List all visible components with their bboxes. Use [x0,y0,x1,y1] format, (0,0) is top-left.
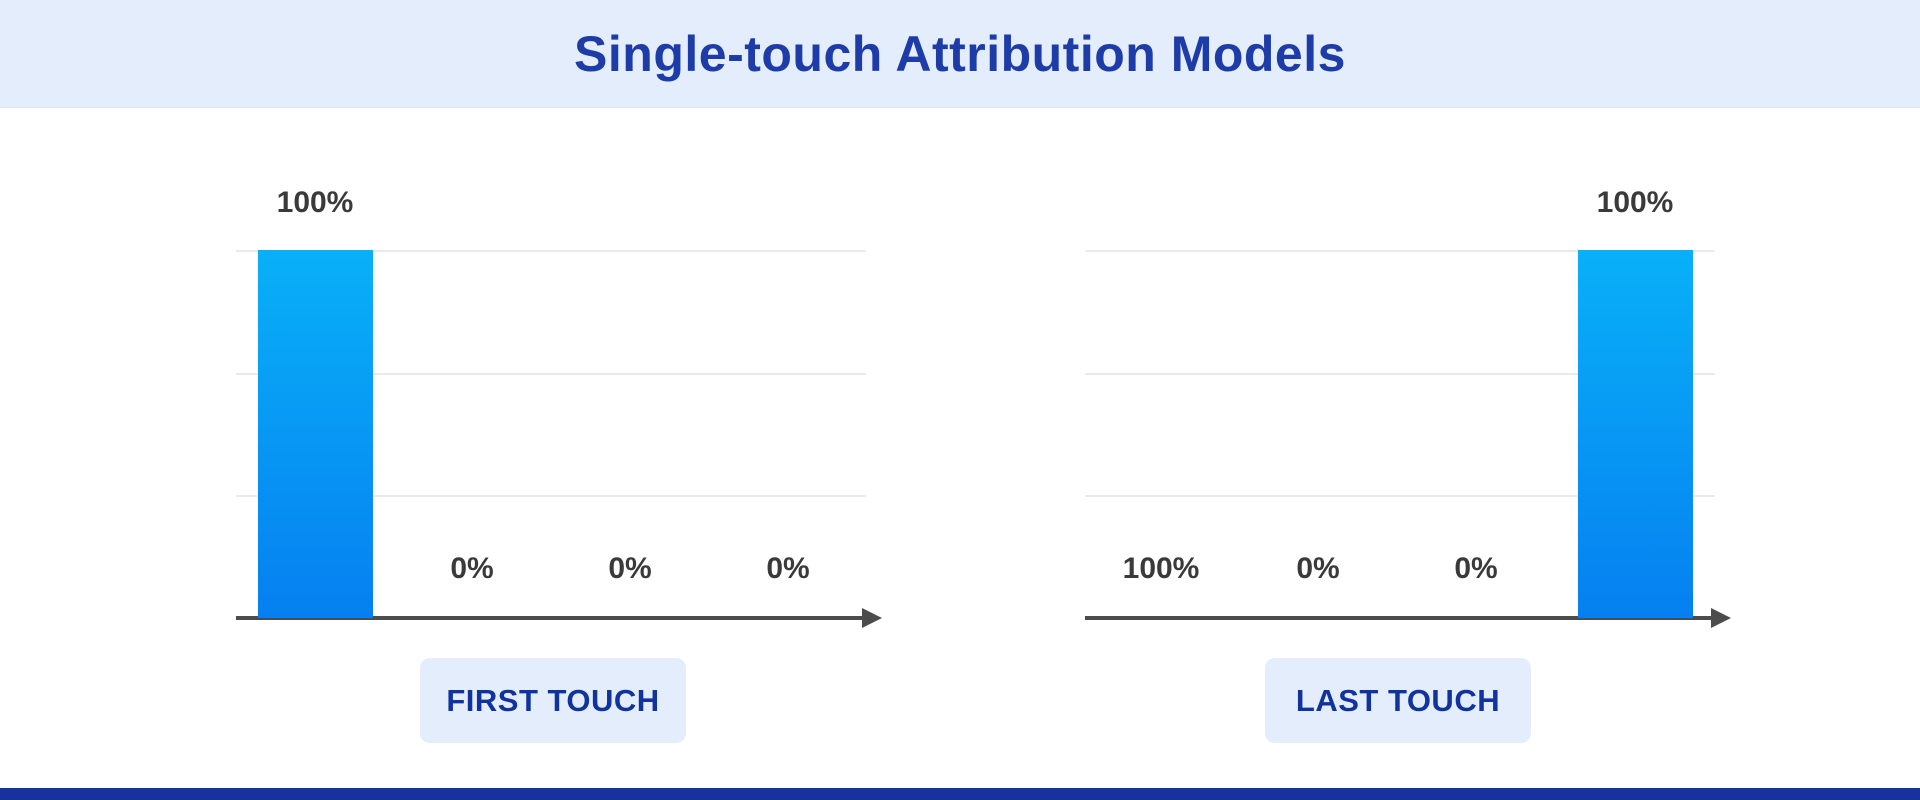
gridline [236,372,866,375]
x-axis [236,608,882,628]
last-touch-bar [1578,250,1693,618]
axis-arrow-icon [862,608,882,628]
first-touch-badge: FIRST TOUCH [420,658,686,743]
axis-value-label: 0% [1296,552,1340,585]
gridline [1085,495,1715,498]
bar-value-label: 100% [1596,186,1674,219]
footer-stripe [0,788,1920,800]
axis-value-label: 0% [1454,552,1498,585]
axis-value-label: 0% [450,552,494,585]
gridline [236,250,866,252]
first-touch-plot-area [236,250,866,618]
gridline [236,495,866,498]
gridline [1085,372,1715,375]
last-touch-badge: LAST TOUCH [1265,658,1531,743]
bar-value-label: 100% [276,186,354,219]
axis-value-label: 100% [1122,552,1200,585]
axis-value-label: 0% [608,552,652,585]
x-axis [1085,608,1731,628]
first-touch-badge-label: FIRST TOUCH [446,682,660,718]
gridline [1085,250,1715,252]
last-touch-badge-label: LAST TOUCH [1295,682,1501,718]
first-touch-bar [258,250,373,618]
header-band: Single-touch Attribution Models [0,0,1920,108]
axis-arrow-icon [1711,608,1731,628]
page-title: Single-touch Attribution Models [574,25,1346,82]
axis-value-label: 0% [766,552,810,585]
last-touch-plot-area [1085,250,1715,618]
